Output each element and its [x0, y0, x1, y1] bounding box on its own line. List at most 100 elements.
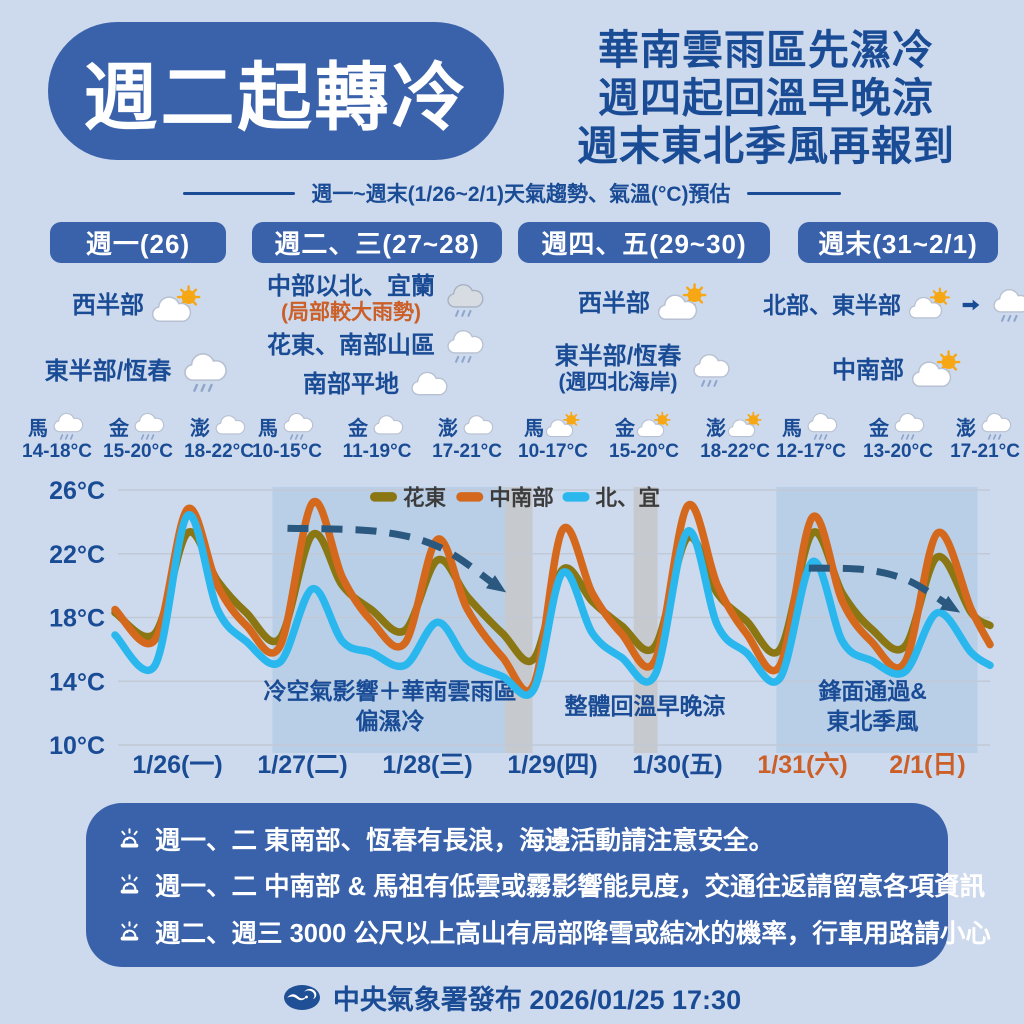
cloud-icon: [212, 411, 248, 441]
legend-label: 花東: [403, 485, 447, 510]
region-label: 中南部: [832, 356, 904, 384]
island-temp: 10-15°C: [252, 441, 322, 462]
rain-icon: [179, 350, 231, 394]
forecast-row: 中南部: [776, 349, 1020, 393]
warning-text: 週二、週三 3000 公尺以上高山有局部降雪或結冰的機率，行車用路請小心: [155, 920, 991, 949]
temperature-trend-chart: 26°C 22°C 18°C 14°C 10°C 1/26(一) 1/27(二) 1/28(三…: [49, 477, 994, 779]
islands-row: 馬 10-17°C 金 15-20°C 澎 18-22°C: [518, 411, 770, 463]
island-item: 澎 18-22°C: [184, 411, 254, 463]
subtitle-text: 週一~週末(1/26~2/1)天氣趨勢、氣溫(°C)預估: [311, 183, 731, 206]
forecast-row: 中部以北、宜蘭 (局部較大雨勢): [252, 272, 502, 326]
island-temp: 15-20°C: [103, 441, 173, 462]
islands-row: 馬 12-17°C 金 13-20°C 澎 17-21°C: [776, 411, 1020, 463]
subtitle-rule-right: [746, 191, 841, 195]
partly-icon: [658, 282, 710, 326]
island-item: 澎 17-21°C: [950, 411, 1020, 463]
y-tick-label: 10°C: [49, 732, 105, 760]
x-tick-label: 2/1(日): [889, 751, 965, 779]
island-item: 澎 17-21°C: [432, 411, 502, 463]
chart-annotation: 東北季風: [827, 708, 919, 734]
island-name: 澎: [706, 417, 727, 440]
legend-swatch: [370, 492, 397, 502]
series-line-1: [111, 497, 994, 695]
x-tick-label: 1/30(五): [632, 751, 722, 779]
warning-item: 週一、二 中南部 & 馬祖有低雲或霧影響能見度，交通往返請留意各項資訊: [86, 866, 985, 903]
region-label: 中部以北、宜蘭 (局部較大雨勢): [267, 272, 435, 324]
chart-annotation: 偏濕冷: [356, 708, 425, 734]
region-sublabel: (局部較大雨勢): [281, 300, 421, 324]
cloud-icon: [370, 411, 406, 441]
partly-icon: [546, 411, 582, 441]
rain-icon: [891, 411, 927, 441]
region-label: 南部平地: [303, 371, 399, 399]
island-name: 澎: [438, 417, 459, 440]
legend-label: 北、宜: [596, 485, 661, 510]
column-header: 週二、三(27~28): [252, 222, 502, 263]
partly-icon: [637, 411, 673, 441]
trend-arrow: [808, 564, 952, 610]
island-name: 金: [108, 417, 129, 440]
y-tick-label: 22°C: [49, 541, 105, 569]
region-label: 西半部: [72, 292, 144, 319]
headline-2: 週四起回溫早晚涼: [598, 75, 934, 121]
footer: 中央氣象署發布 2026/01/25 17:30: [0, 978, 1024, 1017]
forecast-row: 北部、東半部: [763, 286, 1020, 324]
island-name: 澎: [956, 417, 977, 440]
warning-text: 週一、二 東南部、恆春有長浪，海邊活動請注意安全。: [155, 826, 775, 855]
warnings-box: 週一、二 東南部、恆春有長浪，海邊活動請注意安全。 週一、二 中南部 & 馬祖有…: [86, 803, 991, 967]
rain-icon: [804, 411, 840, 441]
legend-label: 中南部: [489, 485, 554, 510]
island-temp: 13-20°C: [863, 441, 933, 462]
chart-band: [505, 487, 533, 753]
island-item: 馬 10-15°C: [252, 411, 322, 463]
warning-text: 週一、二 中南部 & 馬祖有低雲或霧影響能見度，交通往返請留意各項資訊: [155, 873, 986, 902]
island-temp: 15-20°C: [609, 441, 679, 462]
headline-1: 華南雲雨區先濕冷: [598, 27, 934, 73]
y-tick-label: 14°C: [49, 668, 105, 696]
island-item: 馬 12-17°C: [776, 411, 846, 463]
forecast-row: 西半部: [22, 284, 254, 328]
arrow-right-icon: [961, 297, 981, 313]
partly-icon: [909, 286, 953, 324]
island-temp: 17-21°C: [432, 441, 502, 462]
column-header: 週末(31~2/1): [798, 222, 998, 263]
x-tick-label: 1/28(三): [382, 751, 472, 779]
island-item: 金 15-20°C: [103, 411, 173, 463]
rain-icon: [443, 327, 487, 365]
cloud-icon: [460, 411, 496, 441]
rain-icon: [989, 286, 1024, 324]
headlines: 華南雲雨區先濕冷 週四起回溫早晚涼 週末東北季風再報到: [520, 26, 1012, 170]
page-title: 週二起轉冷: [83, 55, 469, 139]
island-item: 金 13-20°C: [863, 411, 933, 463]
region-label: 東半部/恆春 (週四北海岸): [554, 343, 682, 395]
island-temp: 14-18°C: [22, 441, 92, 462]
island-item: 澎 18-22°C: [700, 411, 770, 463]
column-header: 週一(26): [50, 222, 226, 263]
island-name: 馬: [257, 417, 278, 440]
subtitle-rule-left: [183, 191, 296, 195]
legend-swatch: [562, 492, 590, 502]
x-tick-label: 1/31(六): [757, 751, 847, 779]
island-name: 金: [348, 417, 368, 440]
rain-icon: [131, 411, 167, 441]
island-name: 馬: [781, 417, 802, 440]
forecast-column-weekend: 週末(31~2/1) 北部、東半部 中南部 馬 12-17°C 金 13-20°…: [763, 222, 1020, 463]
forecast-column-thu-fri: 週四、五(29~30) 西半部 東半部/恆春 (週四北海岸) 馬 10-17°C …: [518, 222, 770, 463]
series-line-2: [111, 511, 994, 699]
rain-icon: [978, 411, 1014, 441]
island-temp: 10-17°C: [518, 441, 588, 462]
warning-item: 週二、週三 3000 公尺以上高山有局部降雪或結冰的機率，行車用路請小心: [86, 913, 991, 950]
title-pill: 週二起轉冷: [48, 22, 504, 160]
headline-3: 週末東北季風再報到: [577, 123, 955, 169]
island-temp: 11-19°C: [342, 441, 412, 462]
cloud-icon: [407, 366, 451, 404]
island-item: 金 11-19°C: [342, 411, 412, 463]
region-label: 西半部: [578, 290, 650, 317]
island-name: 馬: [523, 417, 544, 440]
islands-row: 馬 10-15°C 金 11-19°C 澎 17-21°C: [252, 411, 502, 463]
region-label: 花東、南部山區: [267, 331, 435, 359]
island-item: 金 15-20°C: [609, 411, 679, 463]
trend-arrow: [287, 524, 499, 589]
rain-icon: [280, 411, 316, 441]
